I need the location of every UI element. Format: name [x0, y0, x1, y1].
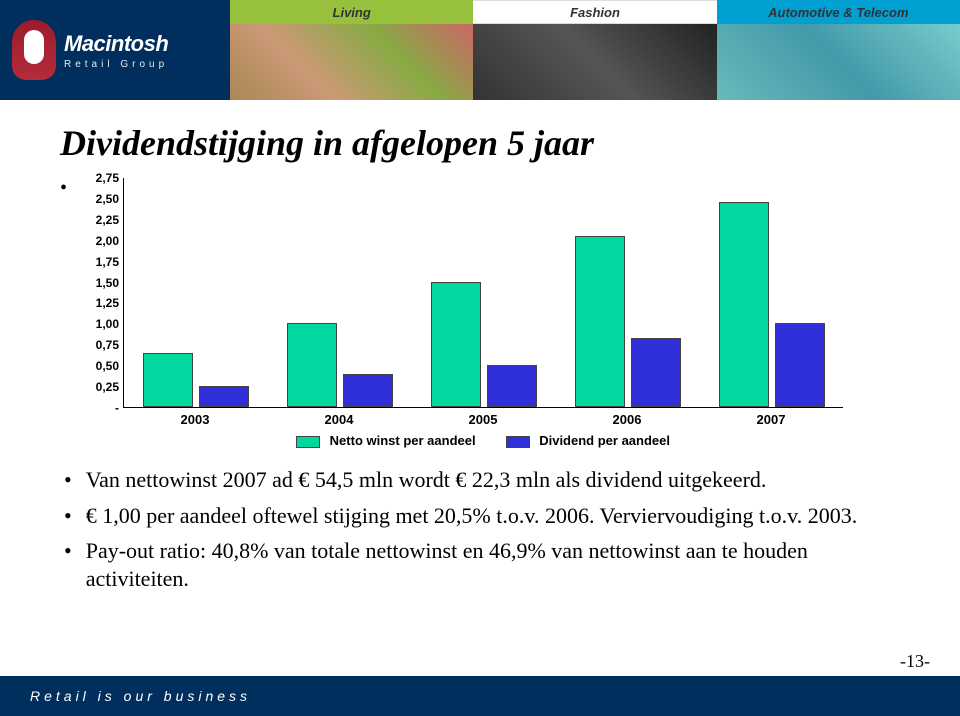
x-tick-label: 2005: [411, 408, 555, 427]
y-tick-label: 1,25: [96, 296, 119, 310]
legend-label-netto: Netto winst per aandeel: [330, 433, 476, 448]
segment-fashion-image: [473, 24, 716, 100]
bar-netto: [719, 202, 769, 407]
chart-bullet-mark: •: [60, 178, 67, 198]
logo-block: Macintosh Retail Group: [0, 0, 230, 100]
bar-group: [287, 323, 393, 407]
segment-auto: Automotive & Telecom: [717, 0, 960, 100]
bullet-item: Pay-out ratio: 40,8% van totale nettowin…: [64, 537, 900, 592]
y-tick-label: -: [115, 401, 119, 415]
y-tick-label: 0,75: [96, 338, 119, 352]
segment-living-label: Living: [230, 0, 473, 24]
y-tick-label: 1,50: [96, 276, 119, 290]
chart-plot-area: [123, 178, 843, 408]
legend-swatch-netto: [296, 436, 320, 448]
legend-item-netto: Netto winst per aandeel: [296, 433, 476, 448]
bullet-text: € 1,00 per aandeel oftewel stijging met …: [86, 502, 858, 530]
y-tick-label: 2,50: [96, 192, 119, 206]
page-number: -13-: [900, 651, 930, 672]
chart-plot-wrap: 2,752,502,252,001,751,501,251,000,750,50…: [73, 178, 843, 408]
segment-living: Living: [230, 0, 473, 100]
slide-body: Dividendstijging in afgelopen 5 jaar • 2…: [0, 100, 960, 592]
legend-label-dividend: Dividend per aandeel: [539, 433, 670, 448]
segment-fashion-label: Fashion: [473, 0, 716, 24]
logo-icon: [12, 20, 56, 80]
chart-row: • 2,752,502,252,001,751,501,251,000,750,…: [60, 178, 900, 448]
bar-group: [431, 282, 537, 407]
x-tick-label: 2006: [555, 408, 699, 427]
segment-auto-image: [717, 24, 960, 100]
y-tick-label: 1,00: [96, 317, 119, 331]
legend-item-dividend: Dividend per aandeel: [506, 433, 670, 448]
slide: Macintosh Retail Group Living Fashion Au…: [0, 0, 960, 716]
bar-netto: [431, 282, 481, 407]
bar-netto: [143, 353, 193, 407]
chart-x-labels: 20032004200520062007: [123, 408, 843, 427]
bullet-item: Van nettowinst 2007 ad € 54,5 mln wordt …: [64, 466, 900, 494]
footer-slogan: Retail is our business: [30, 688, 251, 704]
y-tick-label: 2,00: [96, 234, 119, 248]
brand-tagline: Retail Group: [64, 59, 168, 70]
bullet-text: Van nettowinst 2007 ad € 54,5 mln wordt …: [86, 466, 767, 494]
y-tick-label: 1,75: [96, 255, 119, 269]
bar-netto: [287, 323, 337, 407]
x-tick-label: 2007: [699, 408, 843, 427]
segment-fashion: Fashion: [473, 0, 716, 100]
bar-div: [631, 338, 681, 407]
footer-bar: Retail is our business: [0, 676, 960, 716]
y-tick-label: 2,75: [96, 171, 119, 185]
legend-swatch-dividend: [506, 436, 530, 448]
bar-div: [487, 365, 537, 407]
logo-text: Macintosh Retail Group: [64, 31, 168, 70]
bar-group: [143, 353, 249, 407]
brand-name: Macintosh: [64, 31, 168, 57]
bullet-text: Pay-out ratio: 40,8% van totale nettowin…: [86, 537, 900, 592]
chart-legend: Netto winst per aandeel Dividend per aan…: [123, 433, 843, 448]
bar-group: [575, 236, 681, 407]
x-tick-label: 2003: [123, 408, 267, 427]
bar-netto: [575, 236, 625, 407]
y-tick-label: 2,25: [96, 213, 119, 227]
segment-living-image: [230, 24, 473, 100]
bar-group: [719, 202, 825, 407]
bullet-item: € 1,00 per aandeel oftewel stijging met …: [64, 502, 900, 530]
bar-div: [199, 386, 249, 407]
bar-div: [775, 323, 825, 407]
y-tick-label: 0,50: [96, 359, 119, 373]
segment-strip: Living Fashion Automotive & Telecom: [230, 0, 960, 100]
segment-auto-label: Automotive & Telecom: [717, 0, 960, 24]
y-tick-label: 0,25: [96, 380, 119, 394]
bar-div: [343, 374, 393, 407]
chart-y-axis: 2,752,502,252,001,751,501,251,000,750,50…: [73, 178, 123, 408]
bullet-list: Van nettowinst 2007 ad € 54,5 mln wordt …: [60, 466, 900, 592]
header-banner: Macintosh Retail Group Living Fashion Au…: [0, 0, 960, 100]
x-tick-label: 2004: [267, 408, 411, 427]
dividend-chart: 2,752,502,252,001,751,501,251,000,750,50…: [73, 178, 843, 448]
slide-title: Dividendstijging in afgelopen 5 jaar: [60, 122, 900, 164]
